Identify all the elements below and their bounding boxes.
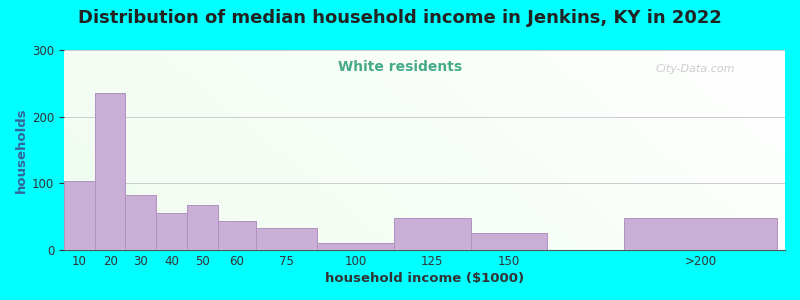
X-axis label: household income ($1000): household income ($1000) xyxy=(325,272,524,285)
Bar xyxy=(256,228,318,250)
Text: White residents: White residents xyxy=(338,60,462,74)
Bar xyxy=(95,93,126,250)
Text: City-Data.com: City-Data.com xyxy=(655,64,734,74)
Y-axis label: households: households xyxy=(15,107,28,193)
Bar xyxy=(156,213,187,250)
Bar xyxy=(187,205,218,250)
Bar xyxy=(218,221,256,250)
Bar xyxy=(394,218,470,250)
Bar xyxy=(64,181,95,250)
Bar xyxy=(318,243,394,250)
Bar xyxy=(470,233,547,250)
Text: Distribution of median household income in Jenkins, KY in 2022: Distribution of median household income … xyxy=(78,9,722,27)
Bar xyxy=(126,195,156,250)
Bar xyxy=(624,218,778,250)
